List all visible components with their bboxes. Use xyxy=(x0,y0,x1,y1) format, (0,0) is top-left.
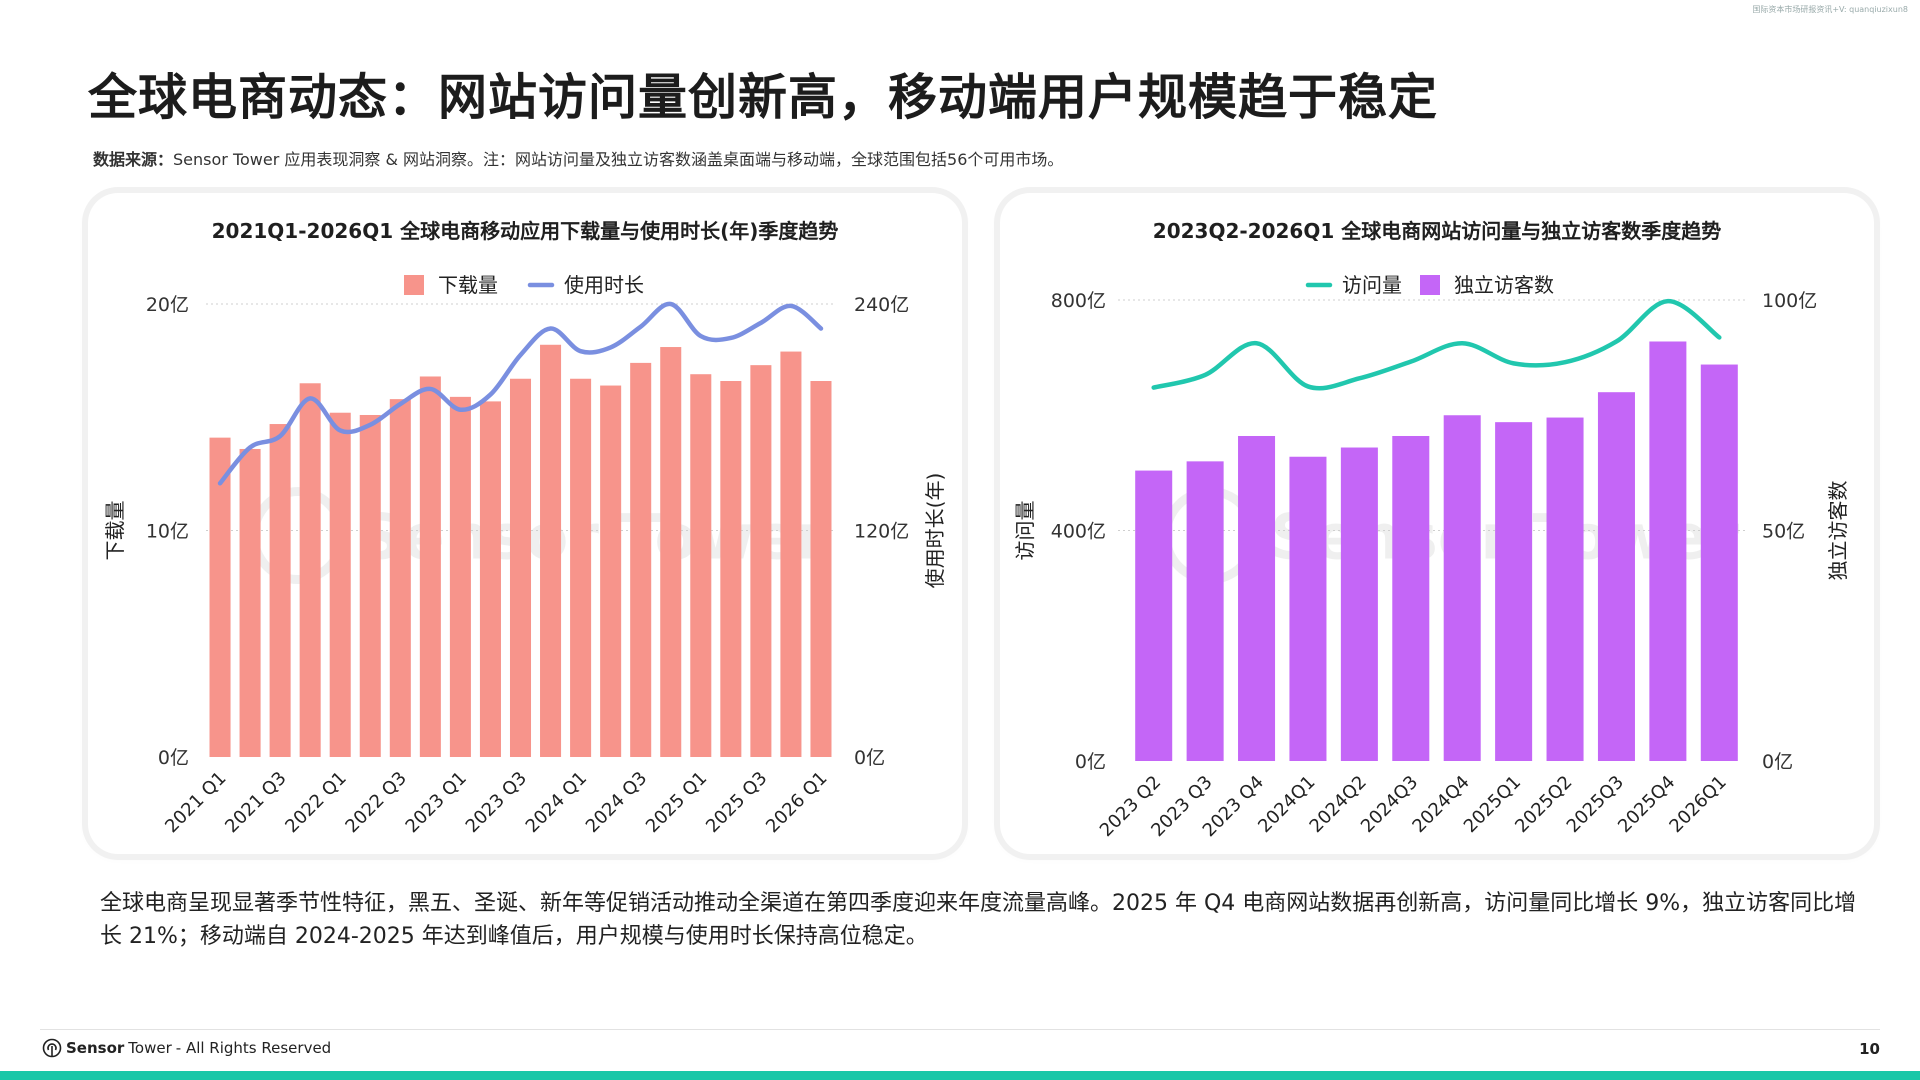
left-xtick: 2025 Q3 xyxy=(702,768,771,837)
source-text: Sensor Tower 应用表现洞察 & 网站洞察。注：网站访问量及独立访客数… xyxy=(173,150,1064,169)
sensor-tower-logo-icon xyxy=(42,1038,62,1058)
left-bar xyxy=(329,412,351,757)
right-legend-label: 独立访客数 xyxy=(1454,273,1554,297)
left-xtick: 2024 Q3 xyxy=(582,768,651,837)
left-bar xyxy=(419,376,441,757)
left-xtick: 2023 Q3 xyxy=(462,768,531,837)
left-xtick: 2026 Q1 xyxy=(762,768,831,837)
right-line-visits xyxy=(1151,298,1722,391)
left-xtick: 2024 Q1 xyxy=(522,768,591,837)
right-ylabel-right: 独立访客数 xyxy=(1826,481,1850,581)
left-ylabel-left: 下载量 xyxy=(103,501,127,561)
right-bar xyxy=(1340,447,1378,761)
right-ylabel-left: 访问量 xyxy=(1013,501,1037,561)
right-legend-label: 访问量 xyxy=(1342,273,1402,297)
footer-brand: Sensor Tower - All Rights Reserved xyxy=(42,1038,331,1058)
left-bar xyxy=(359,414,381,757)
left-xtick: 2022 Q3 xyxy=(341,768,410,837)
left-chart-title: 2021Q1-2026Q1 全球电商移动应用下载量与使用时长(年)季度趋势 xyxy=(211,219,839,243)
left-bar xyxy=(780,351,802,757)
left-bar xyxy=(479,401,501,757)
left-xtick: 2021 Q3 xyxy=(221,768,290,837)
left-bar xyxy=(750,365,772,757)
right-bar xyxy=(1597,392,1635,761)
right-bar xyxy=(1700,364,1738,761)
left-bar xyxy=(239,448,261,757)
top-note: 国际资本市场研报资讯+V: quanqiuzixun8 xyxy=(1752,5,1908,14)
left-ytick-right: 0亿 xyxy=(854,747,885,769)
right-bar xyxy=(1135,470,1173,761)
left-bar xyxy=(269,424,291,757)
left-ytick-right: 120亿 xyxy=(854,521,909,543)
right-bar xyxy=(1546,417,1584,761)
left-bar xyxy=(810,381,832,757)
footer-rights: - All Rights Reserved xyxy=(175,1039,332,1057)
left-bar xyxy=(570,378,592,757)
left-bar xyxy=(630,362,652,757)
left-bar xyxy=(209,437,231,757)
right-xtick: 2026Q1 xyxy=(1665,772,1730,837)
bottom-accent-bar xyxy=(0,1071,1920,1080)
left-bar xyxy=(509,378,532,757)
right-ytick-right: 0亿 xyxy=(1762,751,1793,773)
right-ytick-right: 50亿 xyxy=(1762,521,1805,543)
left-xtick: 2023 Q1 xyxy=(402,768,471,837)
left-ytick-left: 20亿 xyxy=(146,294,189,316)
left-bar xyxy=(540,344,562,757)
right-ytick-left: 0亿 xyxy=(1075,751,1106,773)
footer-brand-sensor: Sensor xyxy=(66,1039,125,1057)
footer-divider xyxy=(40,1029,1880,1030)
left-legend-label: 使用时长 xyxy=(564,273,644,297)
right-bar xyxy=(1289,456,1327,761)
left-ytick-left: 10亿 xyxy=(146,521,189,543)
left-bar xyxy=(660,347,682,757)
left-ylabel-right: 使用时长(年) xyxy=(923,473,947,589)
left-xtick: 2022 Q1 xyxy=(281,768,350,837)
right-legend-swatch-bar xyxy=(1420,275,1440,295)
left-legend-swatch-bar xyxy=(404,275,424,295)
right-ytick-left: 400亿 xyxy=(1051,521,1106,543)
right-bar xyxy=(1392,435,1430,761)
footer-brand-tower: Tower xyxy=(128,1039,172,1057)
right-bar xyxy=(1495,422,1533,761)
left-bar xyxy=(389,399,411,757)
left-xtick: 2021 Q1 xyxy=(161,768,230,837)
left-bar xyxy=(720,381,742,757)
left-bar xyxy=(690,374,712,757)
right-bar xyxy=(1186,461,1224,761)
left-bar xyxy=(600,385,622,757)
page-title: 全球电商动态：网站访问量创新高，移动端用户规模趋于稳定 xyxy=(88,69,1439,126)
left-bar xyxy=(299,383,321,757)
left-legend-label: 下载量 xyxy=(438,273,498,297)
page-number: 10 xyxy=(1859,1040,1880,1058)
right-chart-title: 2023Q2-2026Q1 全球电商网站访问量与独立访客数季度趋势 xyxy=(1152,219,1722,243)
left-ytick-right: 240亿 xyxy=(854,294,909,316)
data-source-note: 数据来源：Sensor Tower 应用表现洞察 & 网站洞察。注：网站访问量及… xyxy=(93,146,1063,170)
right-bar xyxy=(1649,341,1687,761)
right-bar xyxy=(1443,415,1481,761)
right-ytick-right: 100亿 xyxy=(1762,290,1817,312)
right-chart-card: 2023Q2-2026Q1 全球电商网站访问量与独立访客数季度趋势 Sensor… xyxy=(1000,193,1874,854)
left-ytick-left: 0亿 xyxy=(158,747,189,769)
right-ytick-left: 800亿 xyxy=(1051,290,1106,312)
left-chart-card: 2021Q1-2026Q1 全球电商移动应用下载量与使用时长(年)季度趋势 Se… xyxy=(88,193,962,854)
left-xtick: 2025 Q1 xyxy=(642,768,711,837)
source-label: 数据来源： xyxy=(93,150,174,169)
summary-text: 全球电商呈现显著季节性特征，黑五、圣诞、新年等促销活动推动全渠道在第四季度迎来年… xyxy=(100,891,1857,949)
right-bar xyxy=(1238,435,1276,761)
left-bar xyxy=(449,396,471,757)
